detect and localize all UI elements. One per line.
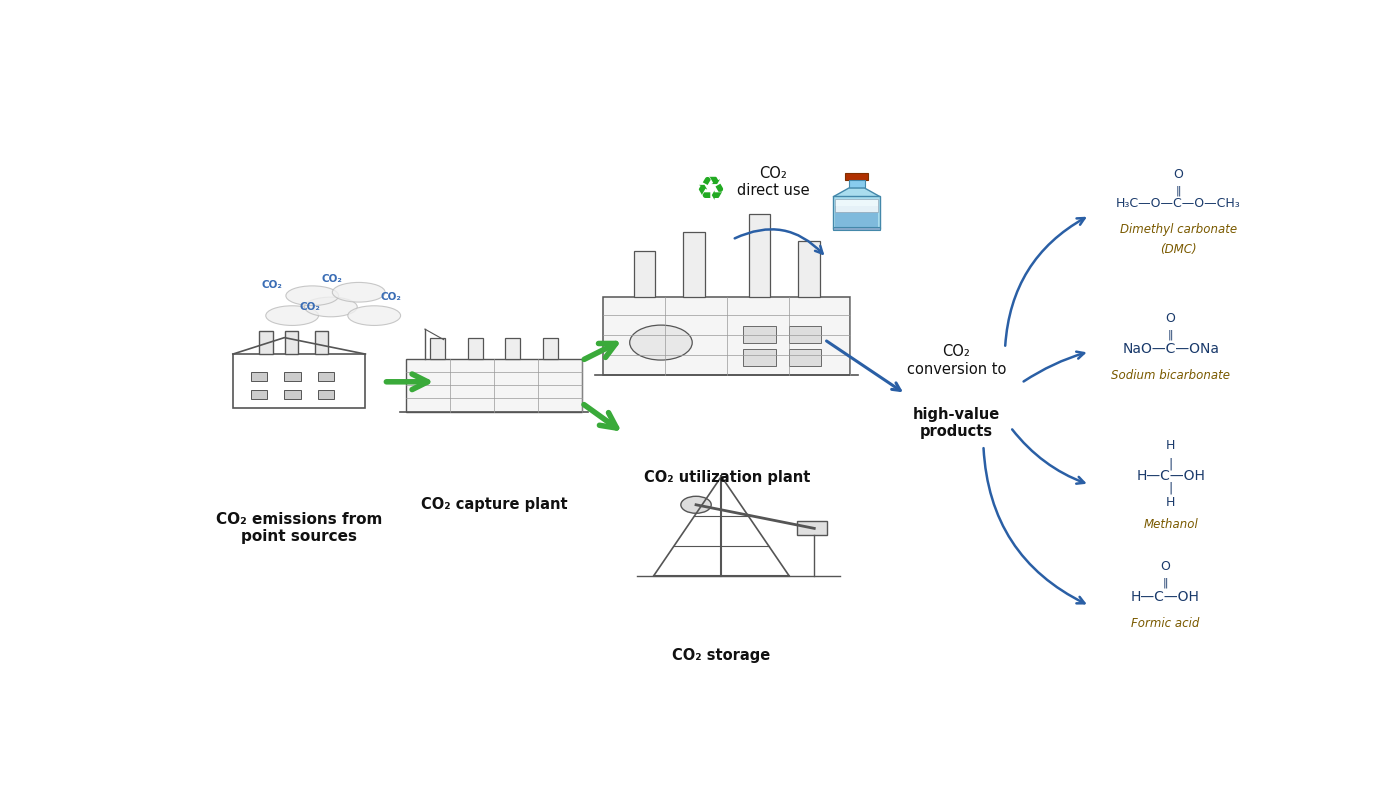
Bar xyxy=(468,338,483,359)
Text: ♻: ♻ xyxy=(696,174,725,208)
Bar xyxy=(749,214,770,296)
Text: CO₂
direct use: CO₂ direct use xyxy=(738,166,810,198)
Ellipse shape xyxy=(265,306,319,325)
Text: O: O xyxy=(1173,168,1183,182)
Bar xyxy=(798,521,827,535)
Text: CO₂: CO₂ xyxy=(261,280,282,290)
Text: CO₂: CO₂ xyxy=(321,274,342,284)
Bar xyxy=(430,338,446,359)
Bar xyxy=(845,173,868,181)
Bar xyxy=(543,338,557,359)
Text: CO₂ utilization plant: CO₂ utilization plant xyxy=(644,469,810,484)
Text: Dimethyl carbonate: Dimethyl carbonate xyxy=(1120,222,1236,236)
Bar xyxy=(604,296,851,375)
Text: |: | xyxy=(1168,481,1173,494)
Text: ‖: ‖ xyxy=(1162,578,1168,588)
Text: Formic acid: Formic acid xyxy=(1132,617,1200,630)
Bar xyxy=(835,206,879,226)
Ellipse shape xyxy=(286,286,338,306)
Ellipse shape xyxy=(332,282,386,302)
Text: ‖: ‖ xyxy=(1168,330,1173,340)
Bar xyxy=(833,227,880,230)
Circle shape xyxy=(630,325,693,360)
Bar xyxy=(251,391,267,399)
Bar xyxy=(788,350,821,365)
Bar xyxy=(407,359,583,412)
Text: O: O xyxy=(1161,560,1171,573)
Bar xyxy=(798,241,820,296)
Ellipse shape xyxy=(305,297,358,317)
Ellipse shape xyxy=(348,306,401,325)
Text: high-value
products: high-value products xyxy=(912,406,1000,439)
Text: |: | xyxy=(1168,457,1173,470)
Polygon shape xyxy=(833,188,880,196)
Bar xyxy=(506,338,521,359)
Text: CO₂ capture plant: CO₂ capture plant xyxy=(420,497,567,512)
Text: H: H xyxy=(1166,439,1175,452)
Text: (DMC): (DMC) xyxy=(1160,244,1197,256)
Text: CO₂ storage: CO₂ storage xyxy=(672,648,771,663)
Bar xyxy=(788,326,821,343)
Text: O: O xyxy=(1165,312,1176,325)
Bar xyxy=(743,326,777,343)
Text: NaO—C—ONa: NaO—C—ONa xyxy=(1122,342,1220,356)
Text: H—C—OH: H—C—OH xyxy=(1136,468,1206,483)
Text: H—C—OH: H—C—OH xyxy=(1130,590,1200,604)
Bar xyxy=(833,196,880,229)
Text: CO₂ emissions from
point sources: CO₂ emissions from point sources xyxy=(217,512,383,545)
Text: ‖: ‖ xyxy=(1175,186,1180,196)
Bar xyxy=(285,332,299,354)
Bar xyxy=(634,251,655,296)
Text: CO₂: CO₂ xyxy=(381,292,401,302)
Bar xyxy=(317,372,334,381)
Bar xyxy=(285,391,300,399)
Bar xyxy=(233,354,366,408)
Bar xyxy=(743,350,777,365)
Circle shape xyxy=(680,496,711,513)
Bar xyxy=(835,199,879,212)
Text: Methanol: Methanol xyxy=(1143,517,1199,531)
Bar xyxy=(285,372,300,381)
Bar xyxy=(683,232,704,296)
Bar xyxy=(314,332,328,354)
Bar xyxy=(251,372,267,381)
Text: Sodium bicarbonate: Sodium bicarbonate xyxy=(1111,369,1231,382)
Text: H: H xyxy=(1166,496,1175,509)
Text: H₃C—O—C—O—CH₃: H₃C—O—C—O—CH₃ xyxy=(1116,196,1241,210)
Bar xyxy=(849,180,865,188)
Text: CO₂: CO₂ xyxy=(299,303,320,312)
Text: CO₂
conversion to: CO₂ conversion to xyxy=(907,344,1006,376)
Bar xyxy=(317,391,334,399)
Bar xyxy=(260,332,272,354)
